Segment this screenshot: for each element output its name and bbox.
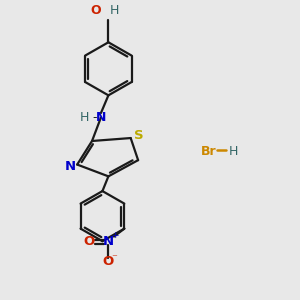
Text: O: O xyxy=(84,236,95,248)
Text: N: N xyxy=(96,111,106,124)
Text: -: - xyxy=(92,111,97,124)
Text: O: O xyxy=(102,254,114,268)
Text: N: N xyxy=(102,236,113,248)
Text: ⁻: ⁻ xyxy=(112,254,118,264)
Text: S: S xyxy=(134,129,144,142)
Text: N: N xyxy=(65,160,76,172)
Text: +: + xyxy=(111,231,118,240)
Text: H: H xyxy=(229,145,238,158)
Text: H: H xyxy=(80,111,89,124)
Text: O: O xyxy=(90,4,101,17)
Text: H: H xyxy=(109,4,119,17)
Text: Br: Br xyxy=(200,145,216,158)
